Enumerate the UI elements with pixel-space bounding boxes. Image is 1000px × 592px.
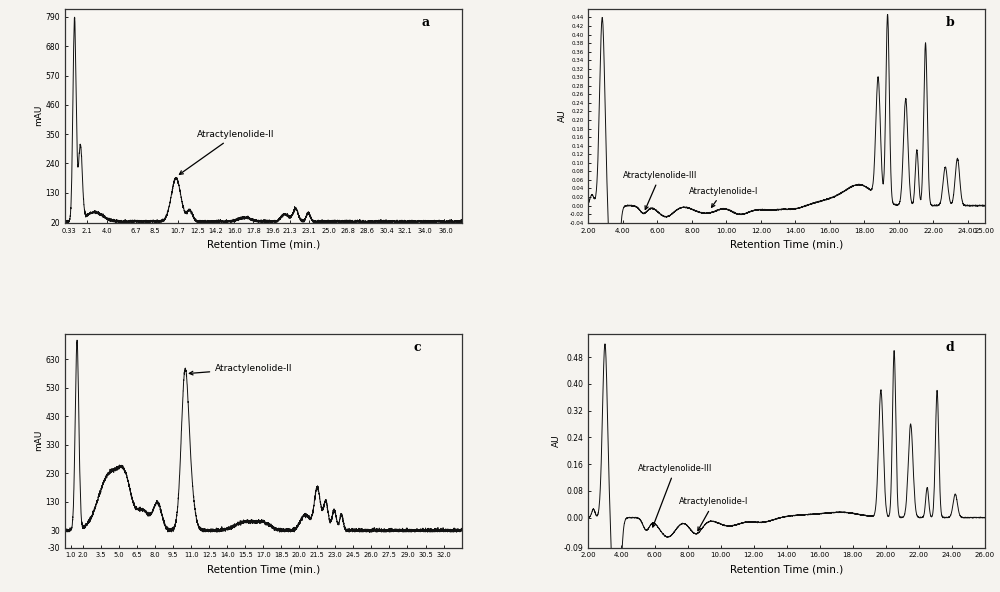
Text: Atractylenolide-I: Atractylenolide-I	[688, 186, 758, 207]
Y-axis label: AU: AU	[558, 110, 567, 122]
X-axis label: Retention Time (min.): Retention Time (min.)	[730, 564, 843, 574]
Text: Atractylenolide-I: Atractylenolide-I	[679, 497, 749, 530]
Y-axis label: AU: AU	[552, 435, 561, 447]
X-axis label: Retention Time (min.): Retention Time (min.)	[207, 239, 320, 249]
Text: Atractylenolide-III: Atractylenolide-III	[623, 170, 697, 210]
Text: Atractylenolide-III: Atractylenolide-III	[638, 464, 712, 527]
Y-axis label: mAU: mAU	[34, 105, 43, 127]
Text: c: c	[414, 341, 422, 354]
Y-axis label: mAU: mAU	[34, 430, 43, 451]
Text: Atractylenolide-II: Atractylenolide-II	[179, 130, 275, 175]
Text: b: b	[945, 16, 954, 29]
Text: d: d	[945, 341, 954, 354]
X-axis label: Retention Time (min.): Retention Time (min.)	[207, 564, 320, 574]
Text: a: a	[422, 16, 430, 29]
Text: Atractylenolide-II: Atractylenolide-II	[189, 364, 293, 375]
X-axis label: Retention Time (min.): Retention Time (min.)	[730, 239, 843, 249]
